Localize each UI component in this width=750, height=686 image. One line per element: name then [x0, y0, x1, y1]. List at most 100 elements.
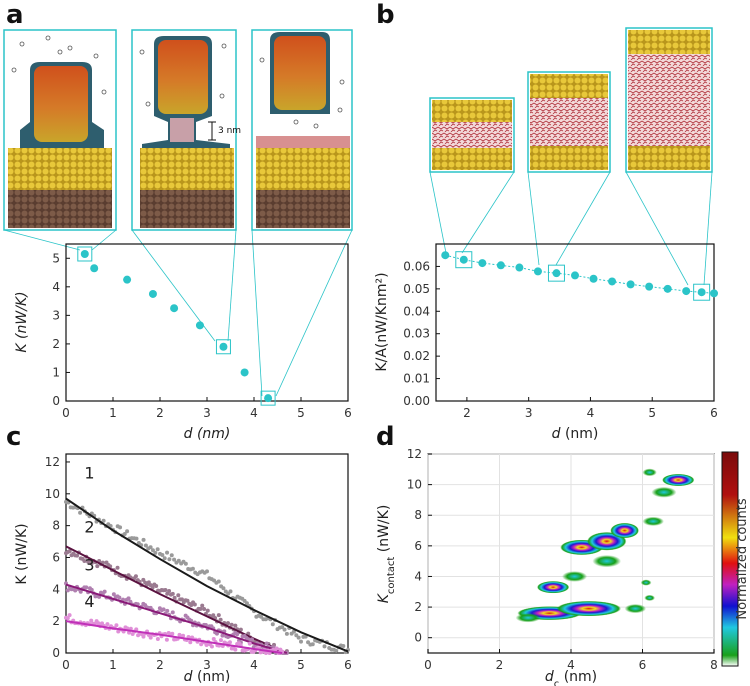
chart-b-xtick-label: 6: [710, 406, 718, 420]
chart-c-series-1-datapoint: [125, 529, 130, 534]
chart-c-series-1-datapoint: [160, 553, 165, 558]
chart-c-ytick-label: 0: [52, 646, 60, 660]
chart-d-density-blob: [642, 516, 664, 526]
chart-b-point: [496, 261, 505, 270]
chart-c-series-4-datapoint: [67, 613, 72, 618]
chart-c-series-2-datapoint: [67, 549, 72, 554]
snapshot-b1: [429, 97, 515, 173]
chart-c-series-2-datapoint: [192, 602, 197, 607]
chart-b-point: [682, 287, 691, 296]
chart-b-xtick-label: 3: [525, 406, 533, 420]
snapshot-a3: [251, 29, 353, 231]
chart-c-series-2-datapoint: [185, 598, 190, 603]
chart-d-xtick-label: 6: [639, 658, 647, 672]
chart-c-series-4-datapoint: [233, 647, 238, 652]
chart-c-series-2-datapoint: [82, 558, 87, 563]
chart-c-series-1-datapoint: [228, 589, 233, 594]
chart-c-series-1-datapoint: [310, 642, 315, 647]
chart-a-ytick-label: 3: [52, 308, 60, 322]
chart-c-series-1-datapoint: [134, 536, 139, 541]
chart-c-series-1-datapoint: [341, 643, 346, 648]
chart-c-series-2-datapoint: [179, 597, 184, 602]
chart-c-series-1-datapoint: [148, 545, 153, 550]
snapshot-b2: [527, 71, 611, 173]
chart-c-ytick-label: 8: [52, 519, 60, 533]
chart-a-ytick-label: 4: [52, 280, 60, 294]
chart-d-density-blob: [515, 613, 541, 623]
chart-c-series-3-datapoint: [249, 637, 254, 642]
chart-c-series-4-datapoint: [170, 631, 175, 636]
chart-c-series-label: 3: [84, 556, 94, 575]
chart-a-ytick-label: 2: [52, 337, 60, 351]
chart-b-highlight-box: [693, 283, 711, 301]
chart-c-series-2-datapoint: [233, 623, 238, 628]
chart-c-ytick-label: 4: [52, 582, 60, 596]
chart-c-ytick-label: 6: [52, 550, 60, 564]
chart-c-series-1-datapoint: [141, 537, 146, 542]
chart-a-xtick-label: 3: [203, 406, 211, 420]
chart-c-series-4-fit-line: [65, 620, 283, 654]
chart-b-point: [515, 263, 524, 272]
chart-c-series-3-datapoint: [89, 587, 94, 592]
chart-c-series-3-datapoint: [220, 633, 225, 638]
chart-a-ytick-label: 5: [52, 251, 60, 265]
chart-c-series-1-datapoint: [162, 556, 167, 561]
chart-a-point: [123, 275, 132, 284]
chart-c-series-2-datapoint: [218, 617, 223, 622]
chart-c-series-2-datapoint: [172, 595, 177, 600]
chart-d-ytick-label: 12: [407, 447, 422, 461]
chart-d-density-blob: [642, 468, 657, 477]
chart-a-ytick-label: 1: [52, 365, 60, 379]
chart-c-series-1-datapoint: [334, 648, 339, 653]
chart-c-series-2-datapoint: [225, 621, 230, 626]
chart-c-ylabel: K (nW/K): [14, 523, 30, 584]
chart-d-ytick-label: 2: [414, 600, 422, 614]
chart-c-series-2-datapoint: [95, 564, 100, 569]
chart-a-ytick-label: 0: [52, 394, 60, 408]
chart-d-density-blob: [592, 555, 622, 568]
chart-c-xtick-label: 0: [62, 658, 70, 672]
chart-d-ytick-label: 6: [414, 539, 422, 553]
colorbar-label: Normalized counts: [735, 498, 750, 620]
chart-b-ylabel: K/A(nW/Knm²): [374, 272, 390, 371]
chart-d-xtick-label: 2: [496, 658, 504, 672]
chart-c-series-3-datapoint: [65, 588, 70, 593]
chart-c-series-1-datapoint: [176, 558, 181, 563]
chart-c-series-2-datapoint: [202, 607, 207, 612]
chart-c-series-3-datapoint: [214, 631, 219, 636]
chart-c-series-1-datapoint: [150, 548, 155, 553]
chart-c-series-4-datapoint: [105, 622, 110, 627]
chart-b-ytick-label: 0.06: [403, 259, 430, 273]
chart-c-series-1-datapoint: [270, 622, 275, 627]
chart-c-series-4-datapoint: [218, 638, 223, 643]
chart-c-ytick-label: 2: [52, 614, 60, 628]
chart-b-xlabel: d (nm): [552, 426, 599, 442]
chart-d-ytick-label: 0: [414, 631, 422, 645]
chart-d-ylabel: Kcontact (nW/K): [376, 505, 397, 604]
chart-b-point: [645, 282, 654, 291]
chart-c-series-1-datapoint: [221, 586, 226, 591]
chart-b-point: [710, 289, 718, 298]
chart-c-series-4-datapoint: [181, 633, 186, 638]
chart-b-point: [626, 280, 635, 289]
chart-d-ytick-label: 4: [414, 569, 422, 583]
chart-c-series-4-datapoint: [247, 641, 252, 646]
chart-c-series-2-datapoint: [216, 613, 221, 618]
chart-c-series-2-datapoint: [229, 622, 234, 627]
chart-c-xlabel: d (nm): [184, 669, 231, 685]
chart-c-series-3-datapoint: [111, 592, 116, 597]
chart-b-point: [441, 251, 450, 260]
chart-b-point: [697, 288, 706, 297]
chart-c-series-4-datapoint: [274, 646, 279, 651]
chart-b-xtick-label: 5: [648, 406, 656, 420]
chart-d-density-blob: [562, 571, 588, 582]
chart-c-series-1-datapoint: [143, 543, 148, 548]
chart-a: 0 1 2 3 4 5 6 0 1 2 3 4 5 d (nm) K (nW/K): [14, 243, 352, 442]
chart-c-xtick-label: 1: [109, 658, 117, 672]
chart-c-ytick-label: 10: [45, 487, 60, 501]
chart-c-series-1-datapoint: [190, 566, 195, 571]
chart-c-series-2-datapoint: [167, 589, 172, 594]
chart-c-series-1-datapoint: [118, 525, 123, 530]
chart-c-series-3-datapoint: [161, 607, 166, 612]
chart-d-density-blob: [644, 594, 656, 601]
